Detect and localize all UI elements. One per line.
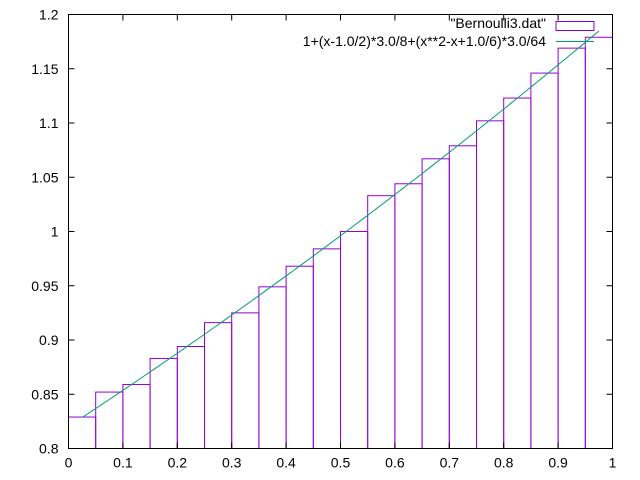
- bar: [530, 72, 559, 449]
- x-tick-label: 0.6: [385, 455, 405, 471]
- y-tick-label: 1.05: [31, 169, 58, 185]
- bar: [367, 195, 396, 449]
- legend: "Bernoulli3.dat" 1+(x-1.0/2)*3.0/8+(x**2…: [303, 15, 595, 49]
- y-tick-label: 1.1: [39, 115, 59, 131]
- bar: [231, 312, 260, 449]
- y-tick-label: 1.15: [31, 61, 58, 77]
- legend-label-curve: 1+(x-1.0/2)*3.0/8+(x**2-x+1.0/6)*3.0/64: [303, 33, 546, 49]
- x-tick-label: 1: [609, 455, 617, 471]
- bar: [122, 383, 151, 449]
- y-tick-label: 0.8: [39, 441, 59, 457]
- y-tick-label: 1: [51, 224, 59, 240]
- bar: [312, 248, 341, 449]
- curve-layer: [81, 30, 600, 418]
- x-tick-label: 0.9: [548, 455, 568, 471]
- bars-group: [68, 36, 613, 450]
- bar: [340, 231, 369, 449]
- bar: [285, 265, 314, 449]
- y-tick-label: 0.85: [31, 386, 58, 402]
- bar: [258, 286, 287, 449]
- x-tick-label: 0.3: [222, 455, 242, 471]
- bar: [503, 97, 532, 449]
- bar: [149, 357, 178, 450]
- bar: [176, 346, 206, 450]
- y-tick-label: 0.95: [31, 278, 58, 294]
- bar: [68, 416, 97, 450]
- x-tick-label: 0: [65, 455, 73, 471]
- y-axis-tick-labels: 0.8 0.85 0.9 0.95 1 1.05 1.1 1.15 1.2: [31, 7, 58, 457]
- bar: [421, 158, 450, 449]
- bar: [448, 145, 477, 449]
- bar: [394, 183, 423, 449]
- legend-swatch-histogram: [555, 21, 595, 31]
- y-tick-label: 0.9: [39, 332, 59, 348]
- legend-label-histogram: "Bernoulli3.dat": [450, 15, 546, 31]
- bar: [476, 120, 505, 450]
- bar: [204, 322, 233, 450]
- x-tick-label: 0.7: [440, 455, 460, 471]
- axis-ticks: [68, 14, 613, 449]
- x-tick-label: 0.2: [168, 455, 188, 471]
- bar: [584, 36, 613, 449]
- x-tick-label: 0.4: [276, 455, 296, 471]
- series-line: [81, 30, 600, 418]
- x-tick-label: 0.8: [494, 455, 514, 471]
- x-axis-tick-labels: 0 0.1 0.2 0.3 0.4 0.5 0.6 0.7 0.8 0.9 1: [65, 455, 617, 471]
- bar: [557, 47, 586, 449]
- x-tick-label: 0.1: [113, 455, 133, 471]
- bar: [95, 391, 124, 449]
- x-tick-label: 0.5: [331, 455, 351, 471]
- y-tick-label: 1.2: [39, 7, 59, 23]
